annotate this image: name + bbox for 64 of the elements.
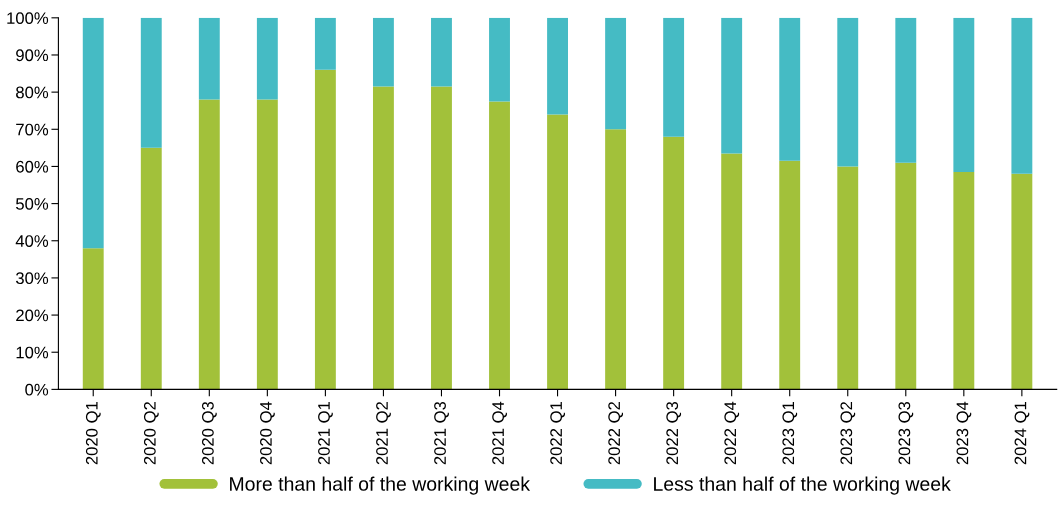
y-tick-label: 80% bbox=[16, 86, 49, 99]
y-tick-label: 50% bbox=[16, 198, 49, 210]
x-tick-label: 2022 Q2 bbox=[608, 402, 624, 465]
bar bbox=[140, 17, 162, 148]
bar bbox=[837, 166, 859, 390]
x-tick-label: 2020 Q1 bbox=[85, 402, 101, 465]
x-tick-label: 2020 Q2 bbox=[143, 402, 159, 465]
bar bbox=[1011, 17, 1033, 174]
bar bbox=[895, 17, 917, 163]
x-tick-label: 2022 Q1 bbox=[550, 402, 566, 465]
bar bbox=[82, 17, 104, 249]
y-tick-label: 90% bbox=[16, 49, 49, 62]
bar bbox=[140, 147, 162, 390]
bar bbox=[721, 17, 743, 154]
x-tick-label: 2021 Q2 bbox=[376, 402, 391, 465]
bar bbox=[779, 160, 801, 390]
legend-label: Less than half of the working week bbox=[654, 476, 951, 495]
bar bbox=[198, 99, 220, 390]
x-tick-label: 2023 Q3 bbox=[898, 401, 914, 465]
bar bbox=[431, 86, 452, 390]
bar bbox=[314, 69, 336, 390]
bar bbox=[256, 17, 278, 100]
bar bbox=[431, 17, 452, 87]
y-tick-label: 60% bbox=[16, 160, 49, 173]
bar bbox=[547, 17, 568, 115]
bar bbox=[605, 17, 627, 130]
bar bbox=[895, 162, 917, 390]
bar bbox=[1011, 173, 1033, 390]
y-tick-label: 0% bbox=[25, 383, 49, 396]
bar bbox=[198, 17, 220, 100]
x-tick-label: 2023 Q1 bbox=[782, 402, 798, 465]
bar bbox=[953, 17, 975, 173]
x-tick-label: 2023 Q2 bbox=[840, 402, 856, 465]
bar bbox=[372, 17, 394, 87]
y-tick-label: 20% bbox=[16, 309, 49, 322]
legend-label: More than half of the working week bbox=[230, 476, 531, 495]
bar bbox=[837, 17, 859, 167]
x-tick-label: 2024 Q1 bbox=[1014, 402, 1030, 465]
x-tick-label: 2021 Q4 bbox=[492, 401, 507, 465]
bar bbox=[256, 99, 278, 390]
y-tick-label: 100% bbox=[7, 12, 49, 25]
x-tick-label: 2022 Q4 bbox=[724, 401, 740, 465]
y-tick-label: 30% bbox=[15, 272, 49, 285]
x-tick-label: 2021 Q3 bbox=[434, 401, 449, 465]
bar bbox=[314, 17, 336, 70]
bar bbox=[721, 153, 743, 390]
x-tick-label: 2023 Q4 bbox=[956, 401, 972, 465]
bar bbox=[779, 17, 801, 161]
bar bbox=[953, 172, 975, 390]
bar bbox=[663, 136, 685, 390]
bar bbox=[489, 17, 510, 102]
bar bbox=[547, 114, 568, 390]
x-tick-label: 2020 Q3 bbox=[201, 401, 217, 465]
x-tick-label: 2021 Q1 bbox=[318, 402, 333, 465]
y-tick-label: 70% bbox=[16, 123, 49, 136]
y-tick-label: 40% bbox=[15, 235, 49, 247]
bar bbox=[82, 248, 104, 390]
x-tick-label: 2020 Q4 bbox=[260, 401, 275, 465]
y-tick-label: 10% bbox=[16, 346, 49, 359]
bar bbox=[489, 101, 510, 390]
bar bbox=[663, 17, 685, 137]
bar bbox=[372, 86, 394, 390]
bar bbox=[605, 129, 627, 390]
x-tick-label: 2022 Q3 bbox=[666, 401, 682, 465]
